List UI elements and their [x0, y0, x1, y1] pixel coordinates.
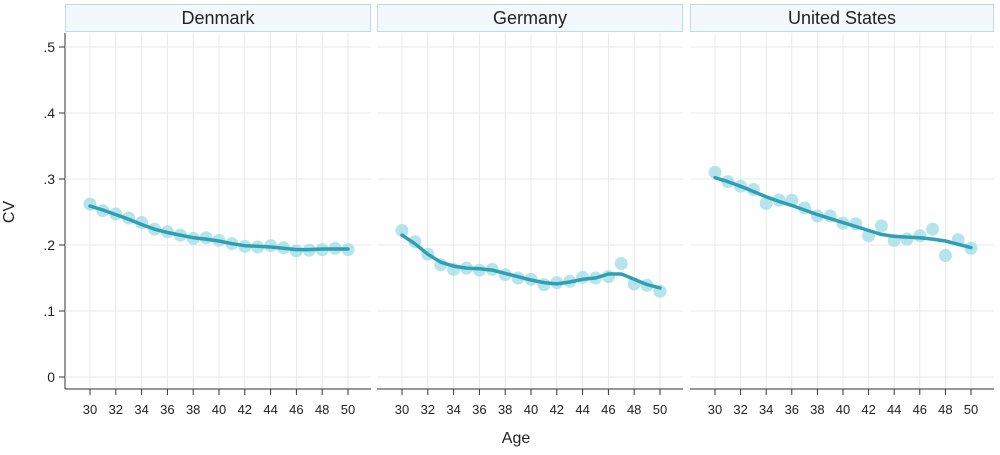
- data-point: [614, 256, 628, 270]
- panel-united-states: United States 30 32 34 36 38 40 42 44 46 48 50: [690, 4, 994, 417]
- x-tick-label: 30: [395, 402, 409, 417]
- x-tick-label: 38: [810, 402, 824, 417]
- x-tick-label: 48: [315, 402, 329, 417]
- x-tick-label: 48: [938, 402, 952, 417]
- x-tick-label: 44: [575, 402, 589, 417]
- panel-header: [65, 4, 371, 32]
- x-tick-label: 40: [524, 402, 538, 417]
- data-point: [759, 196, 773, 210]
- fit-line: [88, 204, 350, 252]
- panel-title: Germany: [493, 8, 567, 28]
- panel-germany: Germany 30 32 34 36 38 40 42 44 46 48 50: [377, 4, 683, 417]
- fit-line: [400, 233, 662, 290]
- data-point: [874, 219, 888, 233]
- y-tick-label: .4: [43, 105, 55, 121]
- x-tick-label: 48: [627, 402, 641, 417]
- x-tick-label: 50: [964, 402, 978, 417]
- panel-header: [377, 4, 683, 32]
- panel-header: [690, 4, 994, 32]
- x-tick-label: 30: [708, 402, 722, 417]
- panel-title: Denmark: [181, 8, 255, 28]
- panel-title: United States: [788, 8, 896, 28]
- data-point: [708, 165, 722, 179]
- x-tick-label: 32: [421, 402, 435, 417]
- x-tick-label: 42: [861, 402, 875, 417]
- x-tick-label: 36: [472, 402, 486, 417]
- x-tick-label: 30: [83, 402, 97, 417]
- fit-line: [713, 175, 973, 250]
- x-tick-label: 40: [212, 402, 226, 417]
- y-tick-label: 0: [47, 369, 55, 385]
- x-tick-label: 44: [887, 402, 901, 417]
- x-tick-label: 46: [601, 402, 615, 417]
- x-tick-label: 34: [134, 402, 148, 417]
- x-tick-label: 44: [263, 402, 277, 417]
- x-tick-label: 46: [913, 402, 927, 417]
- x-tick-label: 34: [446, 402, 460, 417]
- x-tick-label: 32: [109, 402, 123, 417]
- x-tick-label: 32: [733, 402, 747, 417]
- y-tick-label: .2: [43, 237, 55, 253]
- x-tick-label: 50: [653, 402, 667, 417]
- x-tick-label: 50: [341, 402, 355, 417]
- data-point: [938, 249, 952, 263]
- x-tick-label: 38: [498, 402, 512, 417]
- x-tick-label: 36: [785, 402, 799, 417]
- y-tick-label: .5: [43, 39, 55, 55]
- data-point: [395, 223, 409, 237]
- panel-denmark: Denmark 30 32 34 36 38 40 42 44 46 48 50: [65, 4, 371, 417]
- y-tick-label: .3: [43, 171, 55, 187]
- x-tick-label: 38: [186, 402, 200, 417]
- x-axis-title: Age: [502, 430, 531, 447]
- y-tick-label: .1: [43, 303, 55, 319]
- x-tick-label: 34: [759, 402, 773, 417]
- x-tick-label: 46: [289, 402, 303, 417]
- x-tick-label: 36: [160, 402, 174, 417]
- y-axis-title: CV: [1, 201, 18, 224]
- x-tick-label: 42: [550, 402, 564, 417]
- x-tick-label: 40: [836, 402, 850, 417]
- data-point: [926, 222, 940, 236]
- x-tick-label: 42: [238, 402, 252, 417]
